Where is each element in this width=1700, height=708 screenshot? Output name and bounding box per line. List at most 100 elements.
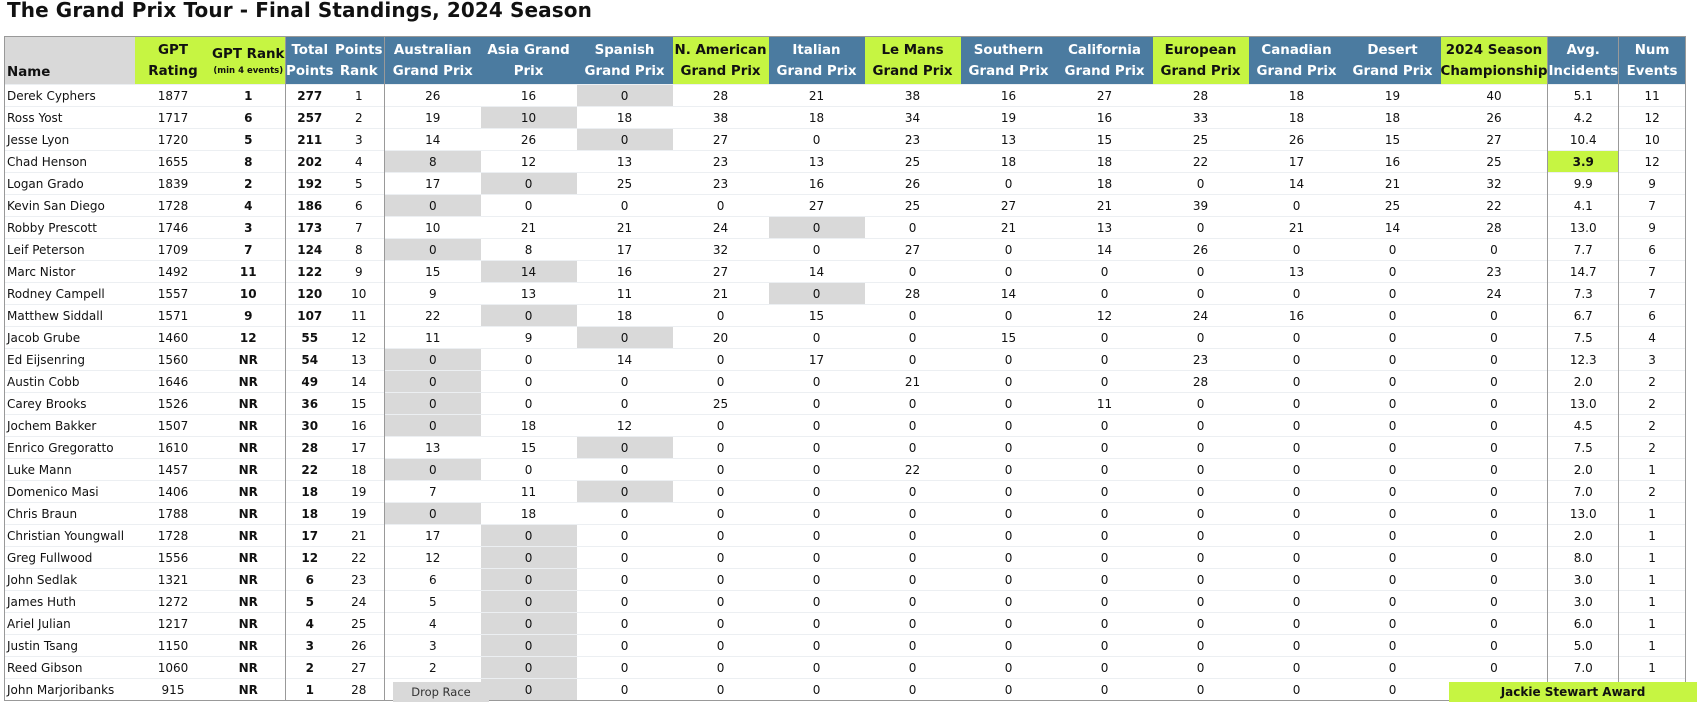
driver-name-cell: Christian Youngwall	[4, 524, 135, 547]
cell-asia-grand-prix: 18	[480, 502, 577, 525]
driver-name-cell: Leif Peterson	[4, 238, 135, 261]
cell-2024-season-championship: 0	[1440, 414, 1548, 437]
cell-gpt-rank: 9	[211, 304, 286, 327]
cell-total-points: 124	[285, 238, 334, 261]
cell-california-grand-prix: 0	[1056, 524, 1153, 547]
cell-total-points: 2	[285, 656, 334, 679]
cell-2024-season-championship: 26	[1440, 106, 1548, 129]
column-header-points-rank: Points Rank	[333, 36, 386, 85]
cell-total-points: 122	[285, 260, 334, 283]
cell-canadian-grand-prix: 0	[1248, 634, 1345, 657]
standings-table-container: Name GPT Rating GPT Rank (min 4 events) Tota…	[4, 36, 1687, 701]
cell-num-events: 9	[1618, 172, 1687, 195]
column-header-italian-grand-prix: Italian Grand Prix	[768, 36, 865, 85]
cell-points-rank: 19	[333, 480, 386, 503]
cell-asia-grand-prix: 8	[480, 238, 577, 261]
cell-italian-grand-prix: 0	[768, 458, 865, 481]
column-header-num-events: Num Events	[1618, 36, 1687, 85]
cell-italian-grand-prix: 0	[768, 414, 865, 437]
cell-points-rank: 1	[333, 84, 386, 107]
cell-points-rank: 5	[333, 172, 386, 195]
driver-name-cell: Jochem Bakker	[4, 414, 135, 437]
cell-le-mans-grand-prix: 22	[864, 458, 961, 481]
cell-num-events: 6	[1618, 238, 1687, 261]
column-header-label: Num Events	[1626, 42, 1678, 79]
cell-australian-grand-prix: 10	[384, 216, 481, 239]
cell-spanish-grand-prix: 0	[576, 392, 673, 415]
cell-points-rank: 28	[333, 678, 386, 701]
cell-gpt-rating: 1150	[134, 634, 212, 657]
cell-gpt-rating: 1060	[134, 656, 212, 679]
cell-n-american-grand-prix: 0	[672, 370, 769, 393]
cell-avg-incidents: 3.9	[1547, 150, 1619, 173]
cell-california-grand-prix: 0	[1056, 656, 1153, 679]
cell-italian-grand-prix: 0	[768, 216, 865, 239]
cell-southern-grand-prix: 0	[960, 436, 1057, 459]
table-row: Austin Cobb 1646 NR 49 14 0 0 0 0 0 21 0 0 28 0 0 0 2.0 2	[4, 370, 1687, 393]
cell-avg-incidents: 3.0	[1547, 590, 1619, 613]
cell-n-american-grand-prix: 27	[672, 260, 769, 283]
cell-asia-grand-prix: 0	[480, 546, 577, 569]
cell-california-grand-prix: 14	[1056, 238, 1153, 261]
cell-canadian-grand-prix: 0	[1248, 480, 1345, 503]
cell-total-points: 22	[285, 458, 334, 481]
cell-num-events: 2	[1618, 392, 1687, 415]
cell-n-american-grand-prix: 21	[672, 282, 769, 305]
cell-2024-season-championship: 0	[1440, 458, 1548, 481]
cell-southern-grand-prix: 0	[960, 590, 1057, 613]
cell-european-grand-prix: 0	[1152, 172, 1249, 195]
cell-avg-incidents: 7.7	[1547, 238, 1619, 261]
cell-total-points: 28	[285, 436, 334, 459]
cell-italian-grand-prix: 18	[768, 106, 865, 129]
cell-european-grand-prix: 24	[1152, 304, 1249, 327]
cell-california-grand-prix: 0	[1056, 436, 1153, 459]
cell-spanish-grand-prix: 0	[576, 656, 673, 679]
cell-2024-season-championship: 0	[1440, 370, 1548, 393]
table-row: Jochem Bakker 1507 NR 30 16 0 18 12 0 0 0 0 0 0 0 0 0 4.5…	[4, 414, 1687, 437]
cell-southern-grand-prix: 0	[960, 502, 1057, 525]
cell-gpt-rating: 1571	[134, 304, 212, 327]
cell-2024-season-championship: 0	[1440, 546, 1548, 569]
cell-avg-incidents: 10.4	[1547, 128, 1619, 151]
cell-italian-grand-prix: 16	[768, 172, 865, 195]
cell-num-events: 2	[1618, 436, 1687, 459]
cell-australian-grand-prix: 17	[384, 524, 481, 547]
cell-points-rank: 12	[333, 326, 386, 349]
cell-avg-incidents: 4.2	[1547, 106, 1619, 129]
cell-avg-incidents: 6.7	[1547, 304, 1619, 327]
cell-asia-grand-prix: 0	[480, 194, 577, 217]
cell-2024-season-championship: 0	[1440, 634, 1548, 657]
cell-italian-grand-prix: 0	[768, 370, 865, 393]
cell-southern-grand-prix: 14	[960, 282, 1057, 305]
cell-2024-season-championship: 40	[1440, 84, 1548, 107]
cell-total-points: 3	[285, 634, 334, 657]
cell-european-grand-prix: 0	[1152, 458, 1249, 481]
cell-n-american-grand-prix: 0	[672, 612, 769, 635]
cell-asia-grand-prix: 11	[480, 480, 577, 503]
cell-2024-season-championship: 28	[1440, 216, 1548, 239]
driver-name-cell: Logan Grado	[4, 172, 135, 195]
cell-canadian-grand-prix: 0	[1248, 370, 1345, 393]
cell-gpt-rating: 1646	[134, 370, 212, 393]
cell-desert-grand-prix: 0	[1344, 590, 1441, 613]
driver-name-cell: James Huth	[4, 590, 135, 613]
driver-name-cell: Ross Yost	[4, 106, 135, 129]
cell-desert-grand-prix: 0	[1344, 678, 1441, 701]
cell-australian-grand-prix: 9	[384, 282, 481, 305]
cell-australian-grand-prix: 15	[384, 260, 481, 283]
cell-california-grand-prix: 0	[1056, 546, 1153, 569]
column-header-label: Canadian Grand Prix	[1256, 42, 1337, 79]
cell-avg-incidents: 2.0	[1547, 458, 1619, 481]
cell-spanish-grand-prix: 0	[576, 634, 673, 657]
cell-california-grand-prix: 0	[1056, 282, 1153, 305]
cell-num-events: 6	[1618, 304, 1687, 327]
cell-australian-grand-prix: 0	[384, 414, 481, 437]
driver-name-cell: Chad Henson	[4, 150, 135, 173]
cell-gpt-rating: 1507	[134, 414, 212, 437]
cell-2024-season-championship: 0	[1440, 392, 1548, 415]
cell-italian-grand-prix: 0	[768, 326, 865, 349]
cell-european-grand-prix: 0	[1152, 678, 1249, 701]
cell-num-events: 1	[1618, 590, 1687, 613]
cell-total-points: 1	[285, 678, 334, 701]
cell-n-american-grand-prix: 25	[672, 392, 769, 415]
